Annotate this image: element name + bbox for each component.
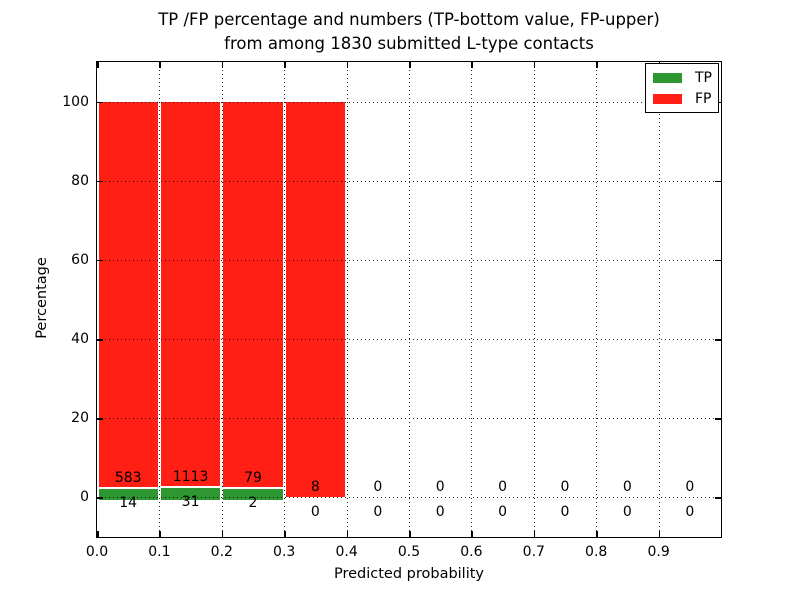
fp-count-label: 79: [244, 469, 262, 486]
x-tickmark-top: [159, 62, 161, 68]
bar-segment-separator: [98, 487, 158, 490]
tp-count-label: 0: [622, 504, 632, 521]
x-tickmark-top: [346, 62, 349, 68]
x-tick-label: 0.3: [273, 544, 296, 560]
fp-count-label: 0: [498, 479, 508, 496]
fp-bar: [160, 101, 221, 486]
tp-count-label: 0: [435, 504, 445, 521]
x-tickmark-bottom: [409, 531, 411, 537]
legend-item-fp: FP: [646, 91, 718, 107]
fp-count-label: 0: [685, 479, 695, 496]
x-tick-label: 0.4: [335, 544, 358, 560]
fp-bar: [223, 101, 283, 487]
x-tick-label: 0.7: [522, 544, 545, 560]
x-tickmark-bottom: [221, 531, 224, 537]
x-gridline: [221, 62, 223, 537]
y-tickmark-left: [97, 259, 103, 262]
x-tickmark-top: [409, 62, 411, 68]
x-tick-label: 0.5: [397, 544, 421, 560]
fp-count-label: 0: [435, 479, 445, 496]
y-tickmark-right: [715, 259, 721, 262]
tp-bar: [98, 489, 158, 501]
x-gridline: [596, 62, 598, 537]
x-tickmark-bottom: [284, 531, 286, 537]
x-tick-label: 0.9: [647, 544, 670, 560]
y-tick-label: 40: [71, 331, 89, 348]
y-tick-label: 20: [71, 410, 89, 427]
x-gridline: [471, 62, 473, 537]
y-tick-label: 0: [80, 489, 89, 506]
fp-count-label: 583: [114, 470, 142, 487]
x-tickmark-top: [221, 62, 224, 68]
x-tickmark-bottom: [97, 531, 99, 537]
chart-title-line2: from among 1830 submitted L-type contact…: [224, 34, 594, 53]
tp-count-label: 31: [181, 493, 200, 510]
x-tick-label: 0.8: [585, 544, 608, 560]
x-gridline: [346, 62, 348, 537]
x-tickmark-bottom: [533, 531, 536, 537]
y-tickmark-right: [715, 339, 721, 341]
legend-label-tp: TP: [695, 69, 712, 86]
tp-count-label: 2: [248, 494, 258, 511]
y-tickmark-left: [97, 180, 103, 183]
x-tickmark-bottom: [346, 531, 349, 537]
x-tickmark-top: [284, 62, 286, 68]
y-tick-label: 100: [62, 93, 89, 110]
fp-count-label: 0: [560, 479, 570, 496]
y-tick-label: 80: [71, 172, 89, 189]
fp-count-label: 0: [622, 479, 632, 496]
tp-count-label: 0: [685, 504, 695, 521]
tp-count-label: 0: [373, 504, 383, 521]
x-tickmark-top: [97, 62, 99, 68]
plot-area: [97, 62, 721, 537]
bar-segment-separator: [223, 486, 283, 489]
x-gridline: [658, 62, 660, 537]
legend-label-fp: FP: [695, 90, 712, 107]
y-tickmark-right: [715, 497, 721, 499]
fp-count-label: 1113: [172, 468, 209, 485]
y-tickmark-right: [715, 418, 721, 420]
tp-count-label: 14: [119, 495, 138, 512]
x-gridline: [533, 62, 535, 537]
x-tickmark-top: [596, 62, 598, 68]
x-tickmark-bottom: [471, 531, 473, 537]
x-tickmark-bottom: [596, 531, 598, 537]
tp-color-swatch: [653, 72, 682, 83]
x-tickmark-bottom: [159, 531, 161, 537]
y-tickmark-left: [97, 101, 103, 104]
tp-count-label: 0: [498, 504, 508, 521]
x-tick-label: 0.1: [148, 544, 171, 560]
tp-count-label: 0: [560, 504, 570, 521]
tp-bar: [223, 488, 283, 501]
x-tick-label: 0.2: [210, 544, 233, 560]
tp-count-label: 0: [310, 504, 320, 521]
x-tick-label: 0.6: [460, 544, 483, 560]
x-tick-label: 0.0: [85, 544, 109, 560]
fp-count-label: 0: [373, 479, 383, 496]
bar-segment-separator: [160, 485, 221, 488]
x-tickmark-top: [471, 62, 473, 68]
fp-bar: [285, 101, 346, 498]
x-axis-label: Predicted probability: [333, 566, 485, 582]
fp-count-label: 8: [310, 479, 320, 496]
y-tickmark-right: [715, 180, 721, 183]
fp-color-swatch: [653, 93, 682, 104]
fp-bar: [98, 101, 158, 488]
x-gridline: [159, 62, 161, 537]
legend: TP FP: [645, 63, 719, 113]
tp-bar: [160, 487, 221, 501]
x-tickmark-bottom: [658, 531, 661, 537]
y-tickmark-left: [97, 418, 103, 420]
x-gridline: [284, 62, 286, 537]
legend-item-tp: TP: [646, 70, 718, 86]
y-tick-label: 60: [71, 251, 89, 268]
y-tickmark-left: [97, 339, 103, 341]
x-gridline: [409, 62, 410, 537]
y-tickmark-left: [97, 497, 103, 499]
chart-title-line1: TP /FP percentage and numbers (TP-bottom…: [158, 10, 660, 29]
x-tickmark-top: [533, 62, 536, 68]
chart-title: TP /FP percentage and numbers (TP-bottom…: [97, 8, 721, 56]
